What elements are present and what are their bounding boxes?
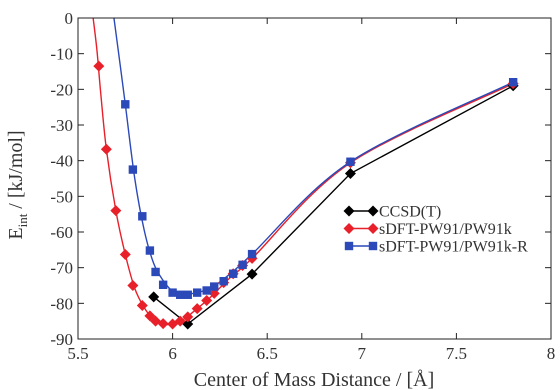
series-2-point [128, 165, 138, 174]
x-tick-label: 8 [547, 344, 556, 363]
series-2-point [121, 100, 130, 109]
y-tick-label: -40 [50, 152, 73, 171]
series-2-point [228, 269, 238, 278]
series-2-point [238, 260, 247, 270]
y-tick-label: -70 [50, 259, 73, 278]
legend-marker [344, 241, 354, 251]
x-axis: 5.5 6 6.5 7 7.5 8 [67, 18, 555, 363]
series-2-point [247, 249, 257, 259]
series-2-point [192, 288, 202, 297]
y-axis-label-sub: int [15, 213, 30, 227]
y-axis-label-rest: / [kJ/mol] [5, 130, 27, 213]
y-tick-label: -10 [50, 45, 73, 64]
x-tick-label: 5.5 [67, 344, 88, 363]
y-axis-label: Eint / [kJ/mol] [5, 130, 30, 239]
series-2-point [151, 267, 160, 277]
series-markers [93, 60, 519, 330]
y-tick-label: -90 [50, 330, 73, 349]
series-2-point [138, 212, 147, 221]
y-tick-label: -50 [50, 187, 73, 206]
series-1-point [174, 315, 186, 327]
series-2-point [210, 282, 219, 291]
series-curves [92, 18, 514, 326]
series-2-point [219, 277, 228, 286]
series-1-point [110, 205, 122, 217]
series-2-point [158, 280, 168, 289]
legend-marker [368, 241, 378, 251]
series-1-point [93, 60, 105, 72]
series-0-point [148, 291, 160, 303]
x-axis-label: Center of Mass Distance / [Å] [194, 369, 435, 390]
legend-label: CCSD(T) [379, 204, 441, 221]
series-0-point [246, 268, 258, 280]
y-axis: 0 -10 -20 -30 -40 -50 -60 -70 -80 -90 [50, 9, 551, 349]
y-tick-label: -80 [50, 294, 73, 313]
x-tick-label: 7.5 [446, 344, 467, 363]
y-axis-label-main: E [5, 227, 27, 239]
y-tick-label: -60 [50, 223, 73, 242]
series-1-point [136, 299, 148, 311]
series-1-point [127, 280, 139, 291]
series-1-point [144, 310, 156, 322]
series-1-point [191, 303, 203, 315]
series-1-point [201, 294, 213, 306]
series-2-point [202, 286, 211, 295]
series-0-point [344, 168, 356, 180]
y-tick-label: -30 [50, 116, 73, 135]
series-2-point [145, 246, 155, 255]
series-1-point [119, 248, 131, 260]
series-2-point [346, 157, 355, 166]
series-1-line [92, 18, 514, 326]
series-2-point [168, 288, 177, 297]
series-1-point [246, 252, 258, 264]
x-tick-label: 7 [358, 344, 367, 363]
legend-label: sDFT-PW91/PW91k-R [379, 239, 528, 256]
legend-marker [343, 223, 355, 234]
series-1-point [100, 143, 112, 155]
y-tick-label: -20 [50, 80, 73, 99]
series-1-point [157, 318, 169, 330]
y-tick-label: 0 [65, 9, 74, 28]
plot-frame [77, 17, 552, 340]
legend-marker [367, 205, 379, 217]
series-1-point [182, 311, 194, 323]
x-tick-label: 6 [168, 344, 177, 363]
legend-marker [343, 205, 355, 217]
legend-marker [367, 223, 379, 234]
legend-label: sDFT-PW91/PW91k [379, 221, 512, 238]
series-2-point [508, 78, 518, 87]
series-2-point [183, 290, 192, 299]
series-2-point [175, 290, 185, 299]
x-tick-label: 6.5 [257, 344, 278, 363]
